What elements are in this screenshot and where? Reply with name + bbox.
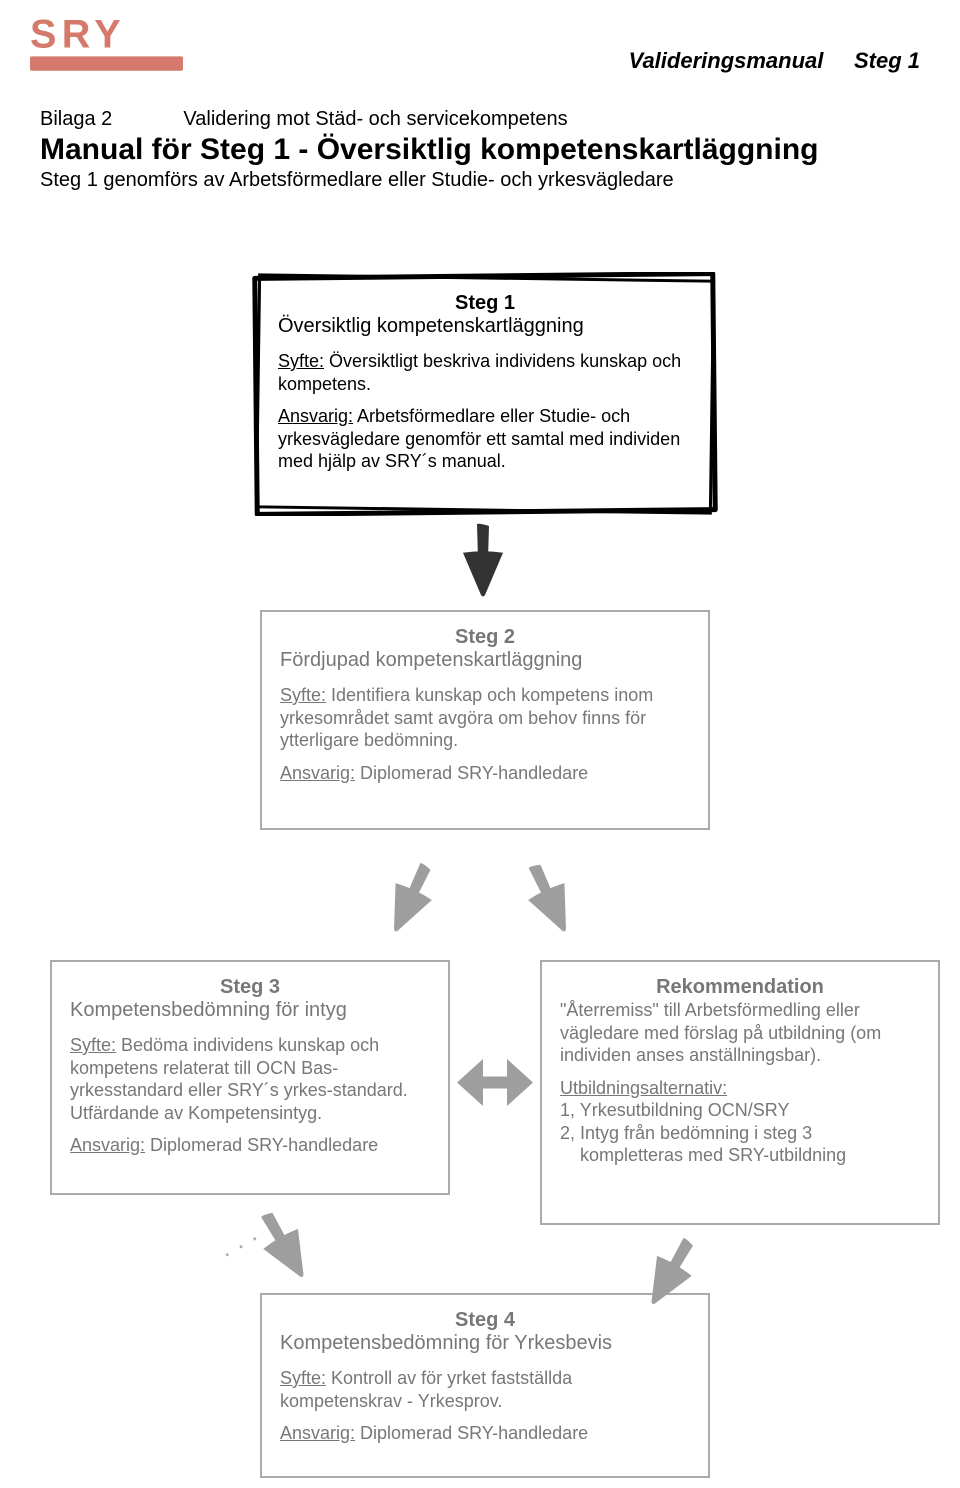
step1-title: Steg 1 — [278, 292, 692, 315]
step1-syfte: Syfte: Översiktligt beskriva individens … — [278, 350, 692, 395]
step2-title: Steg 2 — [280, 626, 690, 649]
step4-subtitle: Kompetensbedömning för Yrkesbevis — [280, 1332, 690, 1355]
step3-syfte: Syfte: Bedöma individens kunskap och kom… — [70, 1034, 430, 1124]
step3-title: Steg 3 — [70, 976, 430, 999]
header-left-title: Valideringsmanual — [629, 48, 824, 73]
step2-subtitle: Fördjupad kompetenskartläggning — [280, 649, 690, 672]
step2-syfte: Syfte: Identifiera kunskap och kompetens… — [280, 684, 690, 752]
recommendation-title: Rekommendation — [560, 976, 920, 999]
main-title: Manual för Steg 1 - Översiktlig kompeten… — [40, 133, 920, 167]
step4-syfte: Syfte: Kontroll av för yrket fastställda… — [280, 1367, 690, 1412]
arrow-down-icon — [365, 849, 454, 950]
recommendation-text: "Återremiss" till Arbetsförmedling eller… — [560, 999, 920, 1067]
double-arrow-icon — [455, 1055, 535, 1115]
logo: SRY — [30, 15, 210, 78]
svg-text:SRY: SRY — [30, 15, 126, 56]
step4-title: Steg 4 — [280, 1309, 690, 1332]
recommendation-options: Utbildningsalternativ: 1, Yrkesutbildnin… — [560, 1077, 920, 1167]
header-right-title: Steg 1 — [854, 48, 920, 73]
arrow-down-icon — [453, 520, 513, 603]
step1-box: Steg 1 Översiktlig kompetenskartläggning… — [260, 278, 710, 508]
step2-box: Steg 2 Fördjupad kompetenskartläggning S… — [260, 610, 710, 830]
bilaga-title: Validering mot Städ- och servicekompeten… — [183, 108, 567, 130]
recommendation-box: Rekommendation "Återremiss" till Arbetsf… — [540, 960, 940, 1225]
step3-ansvarig: Ansvarig: Diplomerad SRY-handledare — [70, 1134, 430, 1157]
sub-title: Steg 1 genomförs av Arbetsförmedlare ell… — [40, 169, 920, 192]
dots-icon: · · · — [215, 1222, 266, 1269]
step1-subtitle: Översiktlig kompetenskartläggning — [278, 315, 692, 338]
step2-ansvarig: Ansvarig: Diplomerad SRY-handledare — [280, 762, 690, 785]
step3-box: Steg 3 Kompetensbedömning för intyg Syft… — [50, 960, 450, 1195]
step3-subtitle: Kompetensbedömning för intyg — [70, 999, 430, 1022]
arrow-down-icon — [505, 849, 594, 950]
page-header: Valideringsmanual Steg 1 — [629, 48, 920, 74]
step4-ansvarig: Ansvarig: Diplomerad SRY-handledare — [280, 1422, 690, 1445]
step1-ansvarig: Ansvarig: Arbetsförmedlare eller Studie-… — [278, 405, 692, 473]
step4-box: Steg 4 Kompetensbedömning för Yrkesbevis… — [260, 1293, 710, 1478]
intro-block: Bilaga 2 Validering mot Städ- och servic… — [40, 108, 920, 192]
bilaga-label: Bilaga 2 — [40, 108, 112, 130]
